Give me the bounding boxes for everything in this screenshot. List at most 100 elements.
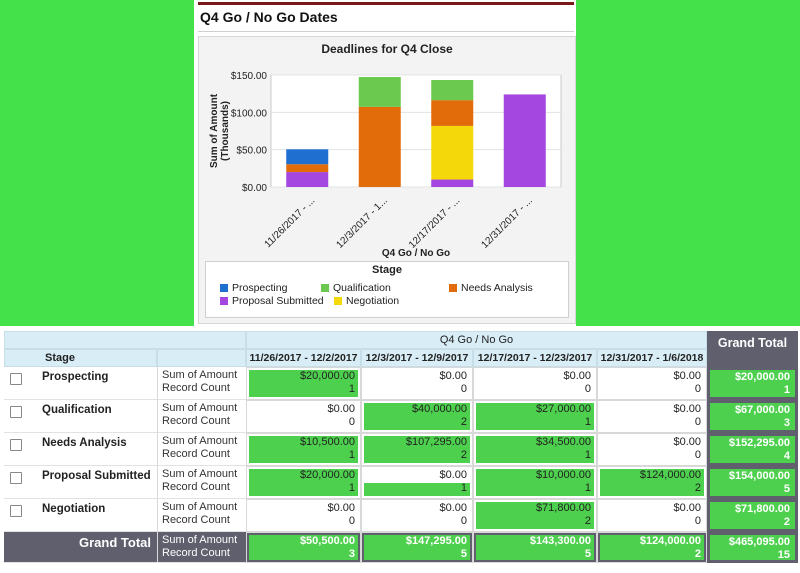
date-column-header[interactable]: 12/31/2017 - 1/6/2018 xyxy=(597,349,707,367)
value-cell[interactable]: $0.00 0 xyxy=(361,499,473,532)
value-cell[interactable]: $71,800.00 2 xyxy=(473,499,597,532)
right-green-panel xyxy=(574,0,800,326)
grand-total-cell[interactable]: $67,000.00 3 xyxy=(707,400,798,433)
grand-total-amount: $67,000.00 xyxy=(734,404,790,416)
grand-total-amount: $465,095.00 xyxy=(728,536,790,548)
count-value: 1 xyxy=(348,449,355,461)
x-tick-label: 11/26/2017 - ... xyxy=(263,195,318,250)
value-cell[interactable]: $10,000.00 1 xyxy=(473,466,597,499)
grand-total-cell[interactable]: $20,000.00 1 xyxy=(707,367,798,400)
row-checkbox[interactable] xyxy=(10,373,22,385)
amount-value: $0.00 xyxy=(327,502,355,514)
value-bar xyxy=(476,469,594,496)
date-column-header[interactable]: 12/17/2017 - 12/23/2017 xyxy=(473,349,597,367)
chart-panel: Deadlines for Q4 Close $0.00 $50.00 $100.0… xyxy=(198,36,576,324)
value-cell[interactable]: $0.00 0 xyxy=(597,433,707,466)
count-value: 2 xyxy=(694,482,701,494)
stage-cell: Negotiation xyxy=(4,499,157,532)
amount-value: $147,295.00 xyxy=(405,535,467,547)
value-bar xyxy=(249,370,358,397)
value-cell[interactable]: $40,000.00 2 xyxy=(361,400,473,433)
count-value: 2 xyxy=(694,548,701,560)
metric-labels: Sum of Amount Record Count xyxy=(157,433,246,466)
value-cell[interactable]: $0.00 0 xyxy=(246,499,361,532)
value-cell[interactable]: $20,000.00 1 xyxy=(246,466,361,499)
amount-value: $0.00 xyxy=(439,370,467,382)
amount-value: $20,000.00 xyxy=(299,370,355,382)
legend-item: Prospecting xyxy=(220,282,287,294)
x-axis-label: Q4 Go / No Go xyxy=(382,248,450,259)
stage-header-label: Stage xyxy=(45,352,75,364)
value-cell[interactable]: $0.00 0 xyxy=(473,367,597,400)
column-group-header: Q4 Go / No Go xyxy=(246,331,707,349)
metric-label-count: Record Count xyxy=(162,547,230,559)
value-cell[interactable]: $0.00 0 xyxy=(246,400,361,433)
value-cell[interactable]: $0.00 0 xyxy=(597,400,707,433)
metric-label-amount: Sum of Amount xyxy=(162,468,238,480)
value-cell[interactable]: $124,000.00 2 xyxy=(597,466,707,499)
y-axis-label: Sum of Amount(Thousands) xyxy=(209,93,231,168)
grand-total-bar xyxy=(710,403,795,430)
y-tick-label: $50.00 xyxy=(236,146,267,157)
value-bar xyxy=(476,502,594,529)
count-value: 2 xyxy=(584,515,591,527)
x-tick-label: 12/31/2017 - ... xyxy=(480,195,535,250)
row-checkbox[interactable] xyxy=(10,505,22,517)
y-tick-label: $150.00 xyxy=(231,71,268,82)
row-checkbox[interactable] xyxy=(10,406,22,418)
grand-total-cell[interactable]: $71,800.00 2 xyxy=(707,499,798,532)
value-bar xyxy=(249,436,358,463)
row-checkbox[interactable] xyxy=(10,472,22,484)
value-cell[interactable]: $0.00 0 xyxy=(597,367,707,400)
metric-labels: Sum of Amount Record Count xyxy=(157,400,246,433)
value-cell[interactable]: $27,000.00 1 xyxy=(473,400,597,433)
grand-total-cell[interactable]: $152,295.00 4 xyxy=(707,433,798,466)
metric-label-amount: Sum of Amount xyxy=(162,534,238,546)
value-cell[interactable]: $10,500.00 1 xyxy=(246,433,361,466)
value-cell[interactable]: $20,000.00 1 xyxy=(246,367,361,400)
x-tick-label: 12/3/2017 - 1... xyxy=(335,195,390,250)
count-value: 0 xyxy=(694,416,701,428)
date-column-header[interactable]: 11/26/2017 - 12/2/2017 xyxy=(246,349,361,367)
count-value: 2 xyxy=(460,416,467,428)
value-cell[interactable]: $50,500.00 3 xyxy=(246,532,361,563)
stage-cell: Proposal Submitted xyxy=(4,466,157,499)
left-green-panel xyxy=(0,0,194,326)
grand-total-header-label: Grand Total xyxy=(717,336,788,350)
value-cell[interactable]: $124,000.00 2 xyxy=(597,532,707,563)
bar-segment-needs-analysis xyxy=(286,164,329,173)
chart-legend: Stage Prospecting Qualification Needs Anal… xyxy=(205,261,569,318)
value-cell[interactable]: $147,295.00 5 xyxy=(361,532,473,563)
count-value: 0 xyxy=(348,416,355,428)
legend-label: Proposal Submitted xyxy=(232,295,324,307)
value-cell[interactable]: $107,295.00 2 xyxy=(361,433,473,466)
date-column-header[interactable]: 12/3/2017 - 12/9/2017 xyxy=(361,349,473,367)
count-value: 1 xyxy=(584,482,591,494)
stage-label: Proposal Submitted xyxy=(42,470,151,482)
grand-total-cell[interactable]: $465,095.00 15 xyxy=(707,532,798,563)
row-checkbox[interactable] xyxy=(10,439,22,451)
title-divider xyxy=(198,31,574,32)
value-cell[interactable]: $34,500.00 1 xyxy=(473,433,597,466)
grand-total-cell[interactable]: $154,000.00 5 xyxy=(707,466,798,499)
grand-total-amount: $71,800.00 xyxy=(734,503,790,515)
grand-total-bar xyxy=(710,535,795,560)
metric-label-amount: Sum of Amount xyxy=(162,435,238,447)
stage-header[interactable]: Stage xyxy=(4,349,157,367)
amount-value: $10,000.00 xyxy=(535,469,591,481)
count-value: 0 xyxy=(694,383,701,395)
column-group-label: Q4 Go / No Go xyxy=(439,334,514,346)
grand-total-bar xyxy=(710,469,795,496)
chart-title: Deadlines for Q4 Close xyxy=(321,42,453,56)
value-cell[interactable]: $143,300.00 5 xyxy=(473,532,597,563)
value-cell[interactable]: $0.00 0 xyxy=(361,367,473,400)
grand-total-amount: $152,295.00 xyxy=(728,437,790,449)
legend-label: Needs Analysis xyxy=(461,282,533,294)
value-cell[interactable]: $0.00 0 xyxy=(597,499,707,532)
value-cell[interactable]: $0.00 1 xyxy=(361,466,473,499)
bar-segment-proposal-submitted xyxy=(503,94,546,187)
grand-total-amount: $154,000.00 xyxy=(728,470,790,482)
grand-total-count: 1 xyxy=(783,384,790,396)
amount-value: $71,800.00 xyxy=(535,502,591,514)
